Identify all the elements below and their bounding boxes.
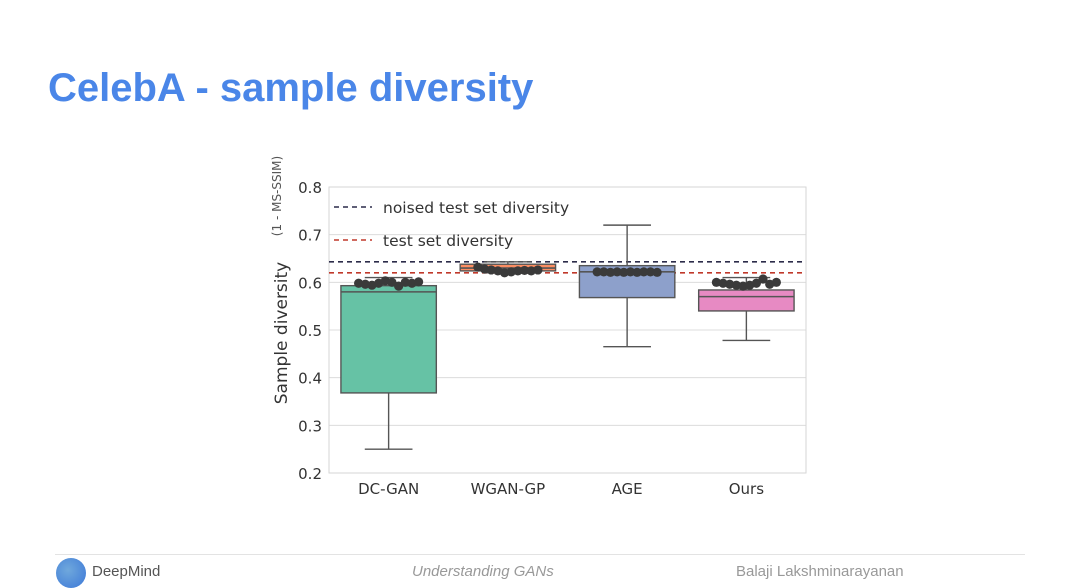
y-tick-label: 0.8 [298, 179, 322, 197]
plot-frame [328, 186, 807, 474]
y-tick-label: 0.4 [298, 370, 322, 388]
data-point [612, 267, 622, 277]
data-point [605, 267, 616, 277]
data-point [645, 267, 656, 277]
footer-talk-title: Understanding GANs [412, 563, 554, 580]
data-point [592, 267, 602, 277]
data-point [394, 281, 404, 291]
slide-title: CelebA - sample diversity [48, 66, 534, 110]
deepmind-logo-icon [56, 558, 86, 588]
data-point [751, 278, 761, 288]
footer-divider [55, 554, 1025, 555]
y-axis-label: Sample diversity [272, 262, 292, 404]
y-tick-label: 0.2 [298, 465, 322, 483]
data-point [625, 267, 636, 277]
x-tick-labels: DC-GAN WGAN-GP AGE Ours [358, 480, 764, 498]
y-tick-label: 0.7 [298, 227, 322, 245]
x-tick-label: DC-GAN [358, 480, 419, 498]
data-point [519, 265, 530, 276]
footer-brand: DeepMind [92, 563, 161, 580]
footer-author: Balaji Lakshminarayanan [736, 563, 904, 580]
data-point [387, 277, 397, 287]
data-point [513, 266, 523, 276]
x-tick-label: AGE [612, 480, 643, 498]
data-point [599, 267, 609, 277]
legend: noised test set diversity test set divers… [334, 199, 569, 250]
data-point [771, 277, 781, 287]
x-tick-label: Ours [729, 480, 764, 498]
y-tick-label: 0.5 [298, 322, 322, 340]
boxes [340, 224, 795, 450]
data-point [632, 267, 642, 277]
swarm-points [354, 262, 781, 291]
reference-lines [329, 261, 806, 274]
data-point [639, 267, 649, 277]
y-axis-sublabel: (1 - MS-SSIM) [270, 156, 284, 236]
box-3 [697, 289, 795, 312]
data-point [758, 274, 768, 284]
x-tick-label: WGAN-GP [471, 480, 546, 498]
y-tick-label: 0.3 [298, 417, 322, 435]
data-point [414, 277, 424, 287]
legend-label: test set diversity [383, 232, 513, 250]
y-tick-labels: 0.2 0.3 0.4 0.5 0.6 0.7 0.8 [298, 179, 322, 483]
box-0 [340, 284, 438, 394]
legend-label: noised test set diversity [383, 199, 569, 217]
y-tick-label: 0.6 [298, 274, 322, 292]
data-point [533, 265, 543, 275]
data-point [619, 267, 629, 277]
box-plot: 0.2 0.3 0.4 0.5 0.6 0.7 0.8 DC-GAN WGAN-GP AGE Ou… [270, 156, 807, 498]
data-point [652, 267, 662, 277]
